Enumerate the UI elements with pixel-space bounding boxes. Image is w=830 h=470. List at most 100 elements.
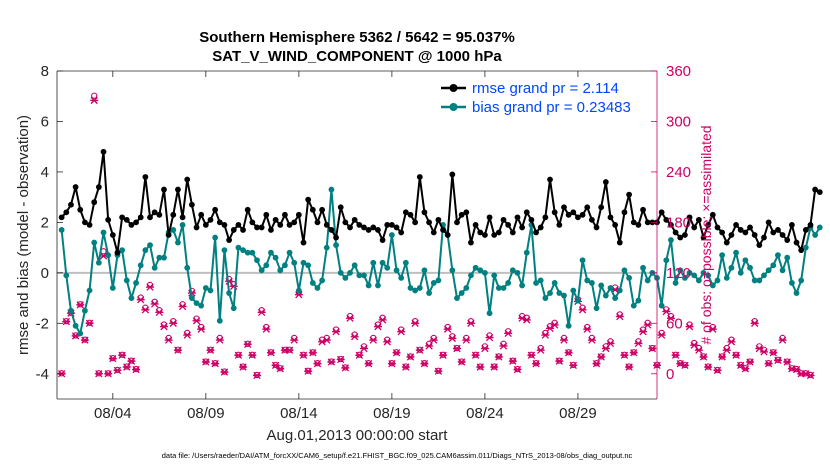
assimilated-marker bbox=[350, 333, 359, 341]
rmse-point bbox=[319, 206, 326, 213]
rmse-point bbox=[626, 191, 632, 198]
assimilated-marker bbox=[201, 358, 210, 366]
assimilated-marker bbox=[513, 365, 522, 374]
assimilated-marker bbox=[387, 360, 396, 368]
rmse-point bbox=[365, 227, 372, 233]
assimilated-marker bbox=[592, 360, 601, 368]
bias-point bbox=[95, 259, 102, 266]
bias-point bbox=[328, 186, 335, 193]
assimilated-marker bbox=[494, 353, 503, 361]
bias-point bbox=[575, 297, 581, 304]
assimilated-marker bbox=[708, 325, 717, 333]
bias-point bbox=[714, 277, 721, 284]
y2-tick-label: 180 bbox=[666, 214, 691, 231]
bias-point bbox=[630, 302, 637, 309]
assimilated-marker bbox=[680, 361, 689, 370]
bias-point bbox=[733, 249, 739, 256]
bias-point bbox=[286, 249, 293, 256]
rmse-point bbox=[151, 209, 158, 216]
rmse-point bbox=[286, 222, 293, 228]
bias-point bbox=[491, 272, 498, 279]
rmse-point bbox=[82, 219, 88, 226]
bias-point bbox=[779, 267, 786, 274]
rmse-point bbox=[105, 216, 112, 223]
assimilated-marker bbox=[262, 325, 271, 333]
rmse-point bbox=[272, 216, 279, 223]
assimilated-marker bbox=[332, 328, 341, 336]
plot-area bbox=[56, 70, 823, 400]
bias-point bbox=[282, 262, 288, 269]
assimilated-marker bbox=[490, 363, 499, 371]
assimilated-marker bbox=[253, 371, 261, 380]
assimilated-marker bbox=[420, 360, 429, 368]
assimilated-marker bbox=[666, 314, 675, 322]
assimilated-marker bbox=[80, 336, 89, 344]
bias-point bbox=[798, 277, 805, 284]
rmse-point bbox=[342, 219, 349, 226]
bias-point bbox=[728, 264, 735, 271]
y2-tick-label: 300 bbox=[666, 113, 691, 130]
rmse-point bbox=[244, 206, 251, 213]
bias-point bbox=[272, 254, 279, 261]
rmse-point bbox=[723, 239, 730, 246]
bias-point bbox=[458, 290, 465, 296]
assimilated-marker bbox=[569, 361, 578, 370]
assimilated-marker bbox=[755, 344, 764, 353]
assimilated-marker bbox=[476, 363, 485, 371]
y2-tick-label: 120 bbox=[666, 265, 691, 282]
bias-point bbox=[300, 259, 307, 266]
rmse-point bbox=[788, 222, 795, 228]
assimilated-marker bbox=[625, 363, 634, 371]
assimilated-marker bbox=[159, 323, 168, 331]
bias-point bbox=[635, 297, 642, 304]
bias-point bbox=[719, 252, 726, 259]
bias-point bbox=[747, 264, 753, 271]
chart-title: Southern Hemisphere 5362 / 5642 = 95.037… bbox=[199, 29, 515, 46]
assimilated-marker bbox=[373, 323, 382, 331]
assimilated-marker bbox=[527, 351, 536, 359]
rmse-point bbox=[282, 211, 288, 218]
rmse-point bbox=[812, 186, 819, 193]
assimilated-marker bbox=[359, 344, 368, 353]
bias-point bbox=[784, 254, 791, 261]
x-axis-label: Aug.01,2013 00:00:00 start bbox=[267, 427, 449, 444]
bias-point bbox=[361, 272, 367, 279]
assimilated-marker bbox=[453, 344, 461, 353]
rmse-point bbox=[351, 216, 358, 223]
rmse-point bbox=[695, 216, 702, 223]
bias-point bbox=[375, 282, 381, 289]
bias-point bbox=[588, 280, 595, 286]
rmse-point bbox=[677, 234, 684, 241]
bias-point bbox=[212, 234, 219, 241]
assimilated-marker bbox=[564, 349, 573, 357]
bias-point bbox=[240, 247, 246, 254]
bias-point bbox=[537, 277, 544, 284]
bias-point bbox=[682, 274, 688, 281]
assimilated-marker bbox=[364, 360, 373, 368]
assimilated-marker bbox=[462, 336, 471, 344]
bias-point bbox=[82, 307, 88, 314]
assimilated-marker bbox=[118, 351, 127, 359]
assimilated-marker bbox=[415, 346, 424, 354]
assimilated-marker bbox=[764, 360, 773, 368]
bias-point bbox=[430, 280, 437, 286]
rmse-point bbox=[579, 211, 586, 218]
rmse-point bbox=[454, 219, 460, 226]
rmse-series bbox=[58, 148, 823, 256]
assimilated-marker bbox=[369, 336, 378, 344]
assimilated-marker bbox=[471, 351, 480, 359]
rmse-point bbox=[807, 222, 814, 228]
bias-point bbox=[305, 262, 312, 269]
bias-point bbox=[235, 244, 242, 251]
bias-point bbox=[226, 290, 232, 296]
bias-point bbox=[695, 277, 702, 284]
rmse-point bbox=[477, 229, 484, 236]
legend-bias-marker bbox=[449, 103, 458, 111]
bias-point bbox=[216, 317, 223, 324]
bias-point bbox=[616, 287, 623, 294]
bias-point bbox=[426, 290, 432, 296]
rmse-point bbox=[561, 204, 567, 211]
rmse-point bbox=[486, 214, 493, 221]
assimilated-marker bbox=[211, 360, 220, 368]
